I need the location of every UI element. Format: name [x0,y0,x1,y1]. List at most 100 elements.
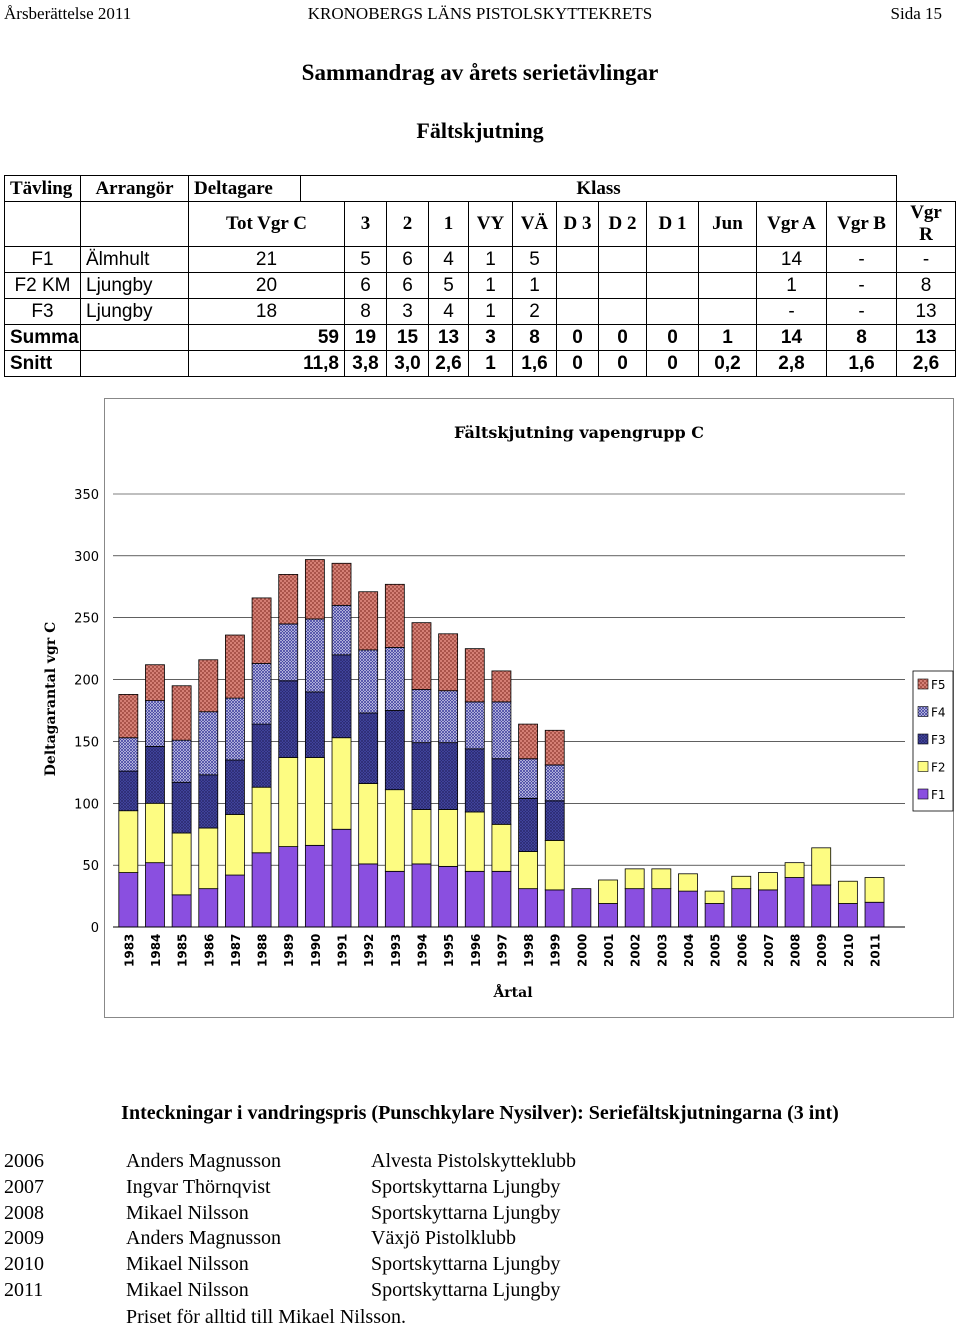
cell-value: 13 [896,298,956,325]
bar-f5 [438,633,459,692]
cell-label: Summa [4,324,81,351]
bar-f3 [544,800,565,841]
cell-value [698,246,757,273]
prize-note: Priset för alltid till Mikael Nilsson. [126,1306,406,1328]
bar-f3 [304,691,325,758]
cell-value: 1 [468,350,513,377]
cell-value: 0 [556,350,599,377]
prize-year: 2010 [4,1253,44,1276]
x-tick-label: 1994 [415,934,429,967]
cell-value: 8 [825,324,898,351]
legend-swatch-f2 [917,761,929,772]
bar-f1 [731,888,752,928]
section-title: Fältskjutning [416,118,544,143]
cell-value [598,298,647,325]
cell-tavling: F3 [4,298,81,325]
bar-f2 [438,809,459,867]
bar-f5 [225,634,245,699]
bar-f3 [171,781,192,834]
subheader-cell: D 3 [556,201,599,247]
subheader-cell: Vgr R [896,201,956,247]
bar-f1 [384,870,405,928]
cell-tavling: F1 [4,246,81,273]
cell-value: 0 [598,324,647,351]
bar-f1 [358,863,379,928]
cell-value: 13 [428,324,469,351]
cell-value: 0 [556,324,599,351]
x-tick-label: 2008 [789,934,803,967]
bar-f2 [145,802,165,864]
bar-f2 [358,783,379,865]
bar-f2 [544,839,565,891]
cell-value: 11,8 [188,350,345,377]
cell-value: - [756,298,827,325]
y-tick-label: 150 [74,735,99,750]
cell-value: 0 [646,350,699,377]
cell-value [556,298,599,325]
cell-value: 5 [428,272,469,299]
bar-f4 [145,700,165,747]
cell-value: 3,8 [344,350,387,377]
x-tick-label: 2001 [602,934,616,967]
col-header-klass: Klass [299,175,898,202]
header-center: KRONOBERGS LÄNS PISTOLSKYTTEKRETS [307,4,653,23]
bar-f2 [678,873,698,892]
prize-club: Sportskyttarna Ljungby [371,1253,561,1276]
bar-f1 [145,862,165,928]
bar-f1 [464,870,485,928]
bar-f1 [758,889,778,928]
bar-f4 [171,739,192,783]
bar-f5 [118,694,139,739]
x-tick-label: 1993 [389,934,403,967]
col-header-arrangor: Arrangör [80,175,189,202]
bar-f5 [331,562,352,606]
legend-label: F5 [931,678,946,692]
bar-f5 [544,729,565,766]
cell-value: 0,2 [698,350,757,377]
cell-arrangor: Älmhult [80,246,189,273]
x-axis-label: Årtal [492,983,532,1001]
x-tick-label: 2003 [655,934,669,967]
cell-value: 1 [468,272,513,299]
bar-f1 [171,894,192,928]
bar-f4 [331,604,352,656]
bar-f2 [491,823,512,872]
bar-f5 [518,723,538,760]
bar-f3 [198,774,219,829]
cell-value: 1 [468,298,513,325]
cell-value: 18 [188,298,345,325]
bar-f2 [198,827,219,890]
cell-value: 13 [896,324,956,351]
bar-f1 [544,889,565,928]
bar-f3 [358,712,379,784]
cell-value [646,246,699,273]
subheader-cell: 2 [386,201,429,247]
y-tick-label: 0 [91,921,99,936]
x-tick-label: 1989 [282,934,296,967]
bar-f5 [464,648,485,703]
prize-name: Mikael Nilsson [126,1279,249,1301]
bar-f1 [784,877,805,928]
bar-f3 [118,770,139,812]
legend-label: F4 [931,706,946,720]
cell-value: 3 [468,324,513,351]
cell-arrangor: Ljungby [80,298,189,325]
bar-f5 [304,559,325,620]
legend-swatch-f3 [917,733,929,745]
cell-value: - [825,246,898,273]
bar-f3 [225,759,245,815]
bar-f2 [704,890,725,904]
subheader-cell: Vgr A [756,201,827,247]
cell-arrangor: Ljungby [80,272,189,299]
cell-value: 1 [756,272,827,299]
x-tick-label: 2000 [575,934,589,967]
prize-club: Sportskyttarna Ljungby [371,1175,561,1198]
table-row: F3 Ljungby 18 8 3 4 1 2- -13 [4,298,956,325]
bar-f3 [518,797,538,852]
cell-value: 2,6 [896,350,956,377]
bar-f1 [198,888,219,928]
bar-f2 [464,811,485,872]
bar-f2 [118,810,139,873]
bar-f2 [384,789,405,872]
